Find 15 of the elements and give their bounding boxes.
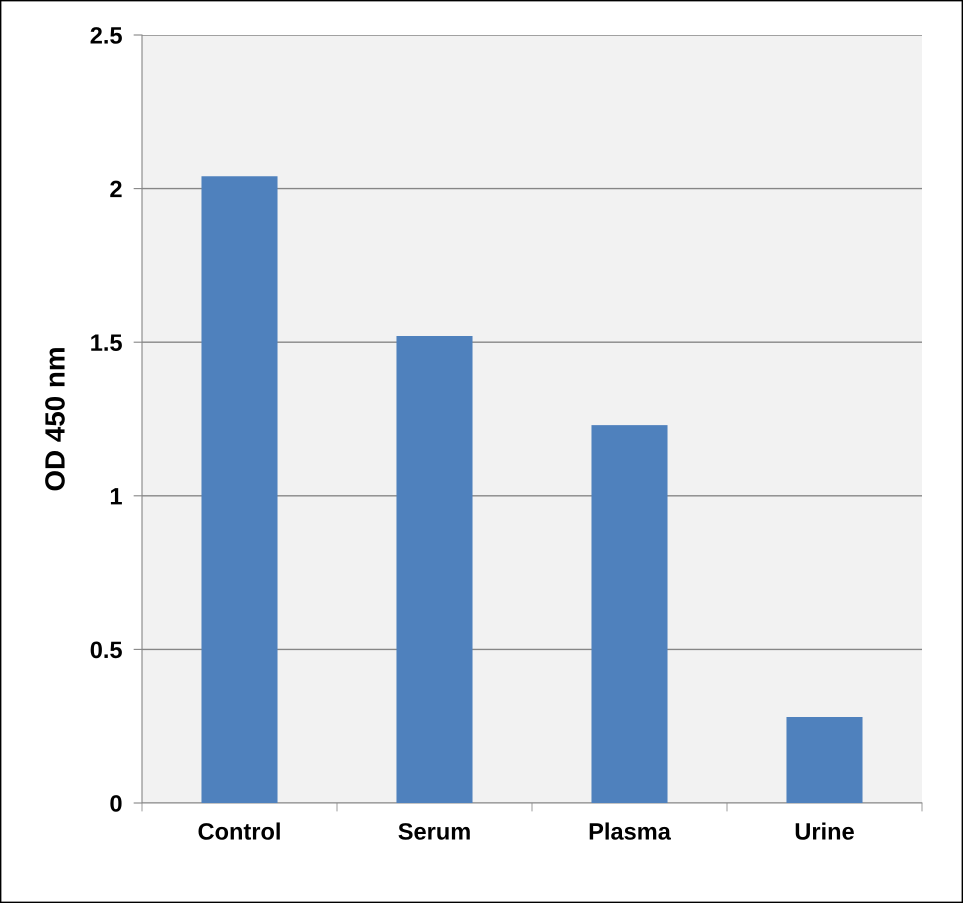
x-tick-label: Serum	[398, 823, 470, 840]
bar	[396, 336, 473, 803]
x-tick-label: Urine	[796, 822, 854, 840]
bar	[201, 176, 278, 803]
y-tick-label: 1.5	[91, 334, 122, 351]
x-tick-label: Plasma	[590, 822, 671, 840]
y-tick-label: 0.5	[90, 641, 122, 658]
y-tick-label: 1	[110, 488, 122, 504]
y-axis-title: OD 450 nm	[45, 348, 65, 490]
bar	[786, 716, 863, 803]
bar	[591, 425, 668, 803]
y-tick-label: 0	[110, 795, 122, 812]
y-tick-label: 2.5	[90, 27, 122, 44]
y-tick-label: 2	[110, 180, 122, 198]
x-tick-label: Control	[198, 822, 280, 840]
